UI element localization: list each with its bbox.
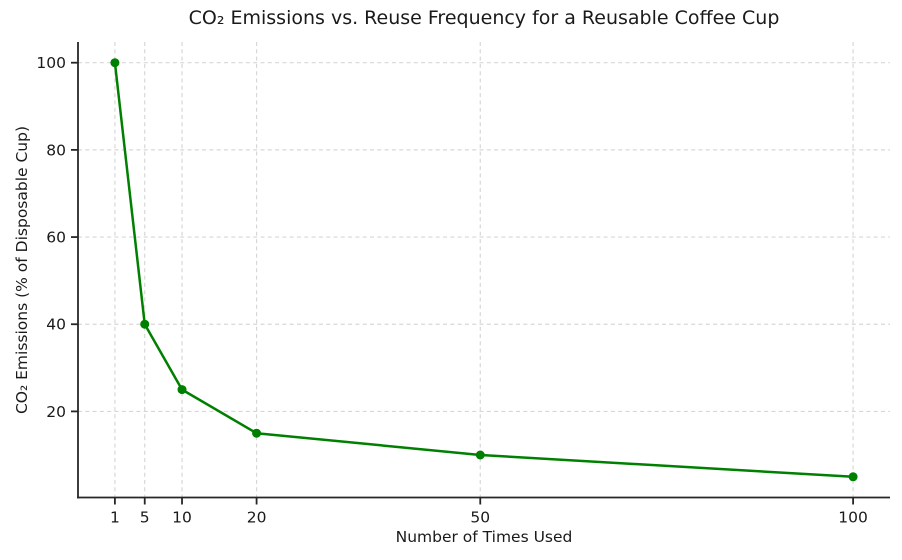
y-tick-label: 80 — [46, 141, 66, 159]
data-point — [140, 319, 150, 329]
data-point — [848, 472, 858, 482]
x-tick-label: 10 — [172, 509, 192, 527]
data-point — [475, 450, 485, 460]
data-point — [177, 385, 187, 395]
y-tick-label: 40 — [46, 316, 66, 334]
y-tick-label: 100 — [36, 54, 66, 72]
x-tick-label: 100 — [838, 509, 868, 527]
x-axis-label: Number of Times Used — [395, 528, 573, 546]
data-line — [113, 61, 855, 479]
y-tick-label: 20 — [46, 403, 66, 421]
x-tick-label: 50 — [470, 509, 490, 527]
x-tick-label: 20 — [247, 509, 267, 527]
x-tick-label: 5 — [140, 509, 150, 527]
chart-title: CO₂ Emissions vs. Reuse Frequency for a … — [188, 7, 780, 29]
y-tick-label: 60 — [46, 229, 66, 247]
data-point — [252, 428, 262, 438]
x-tick-label: 1 — [110, 509, 120, 527]
data-point — [110, 58, 120, 68]
